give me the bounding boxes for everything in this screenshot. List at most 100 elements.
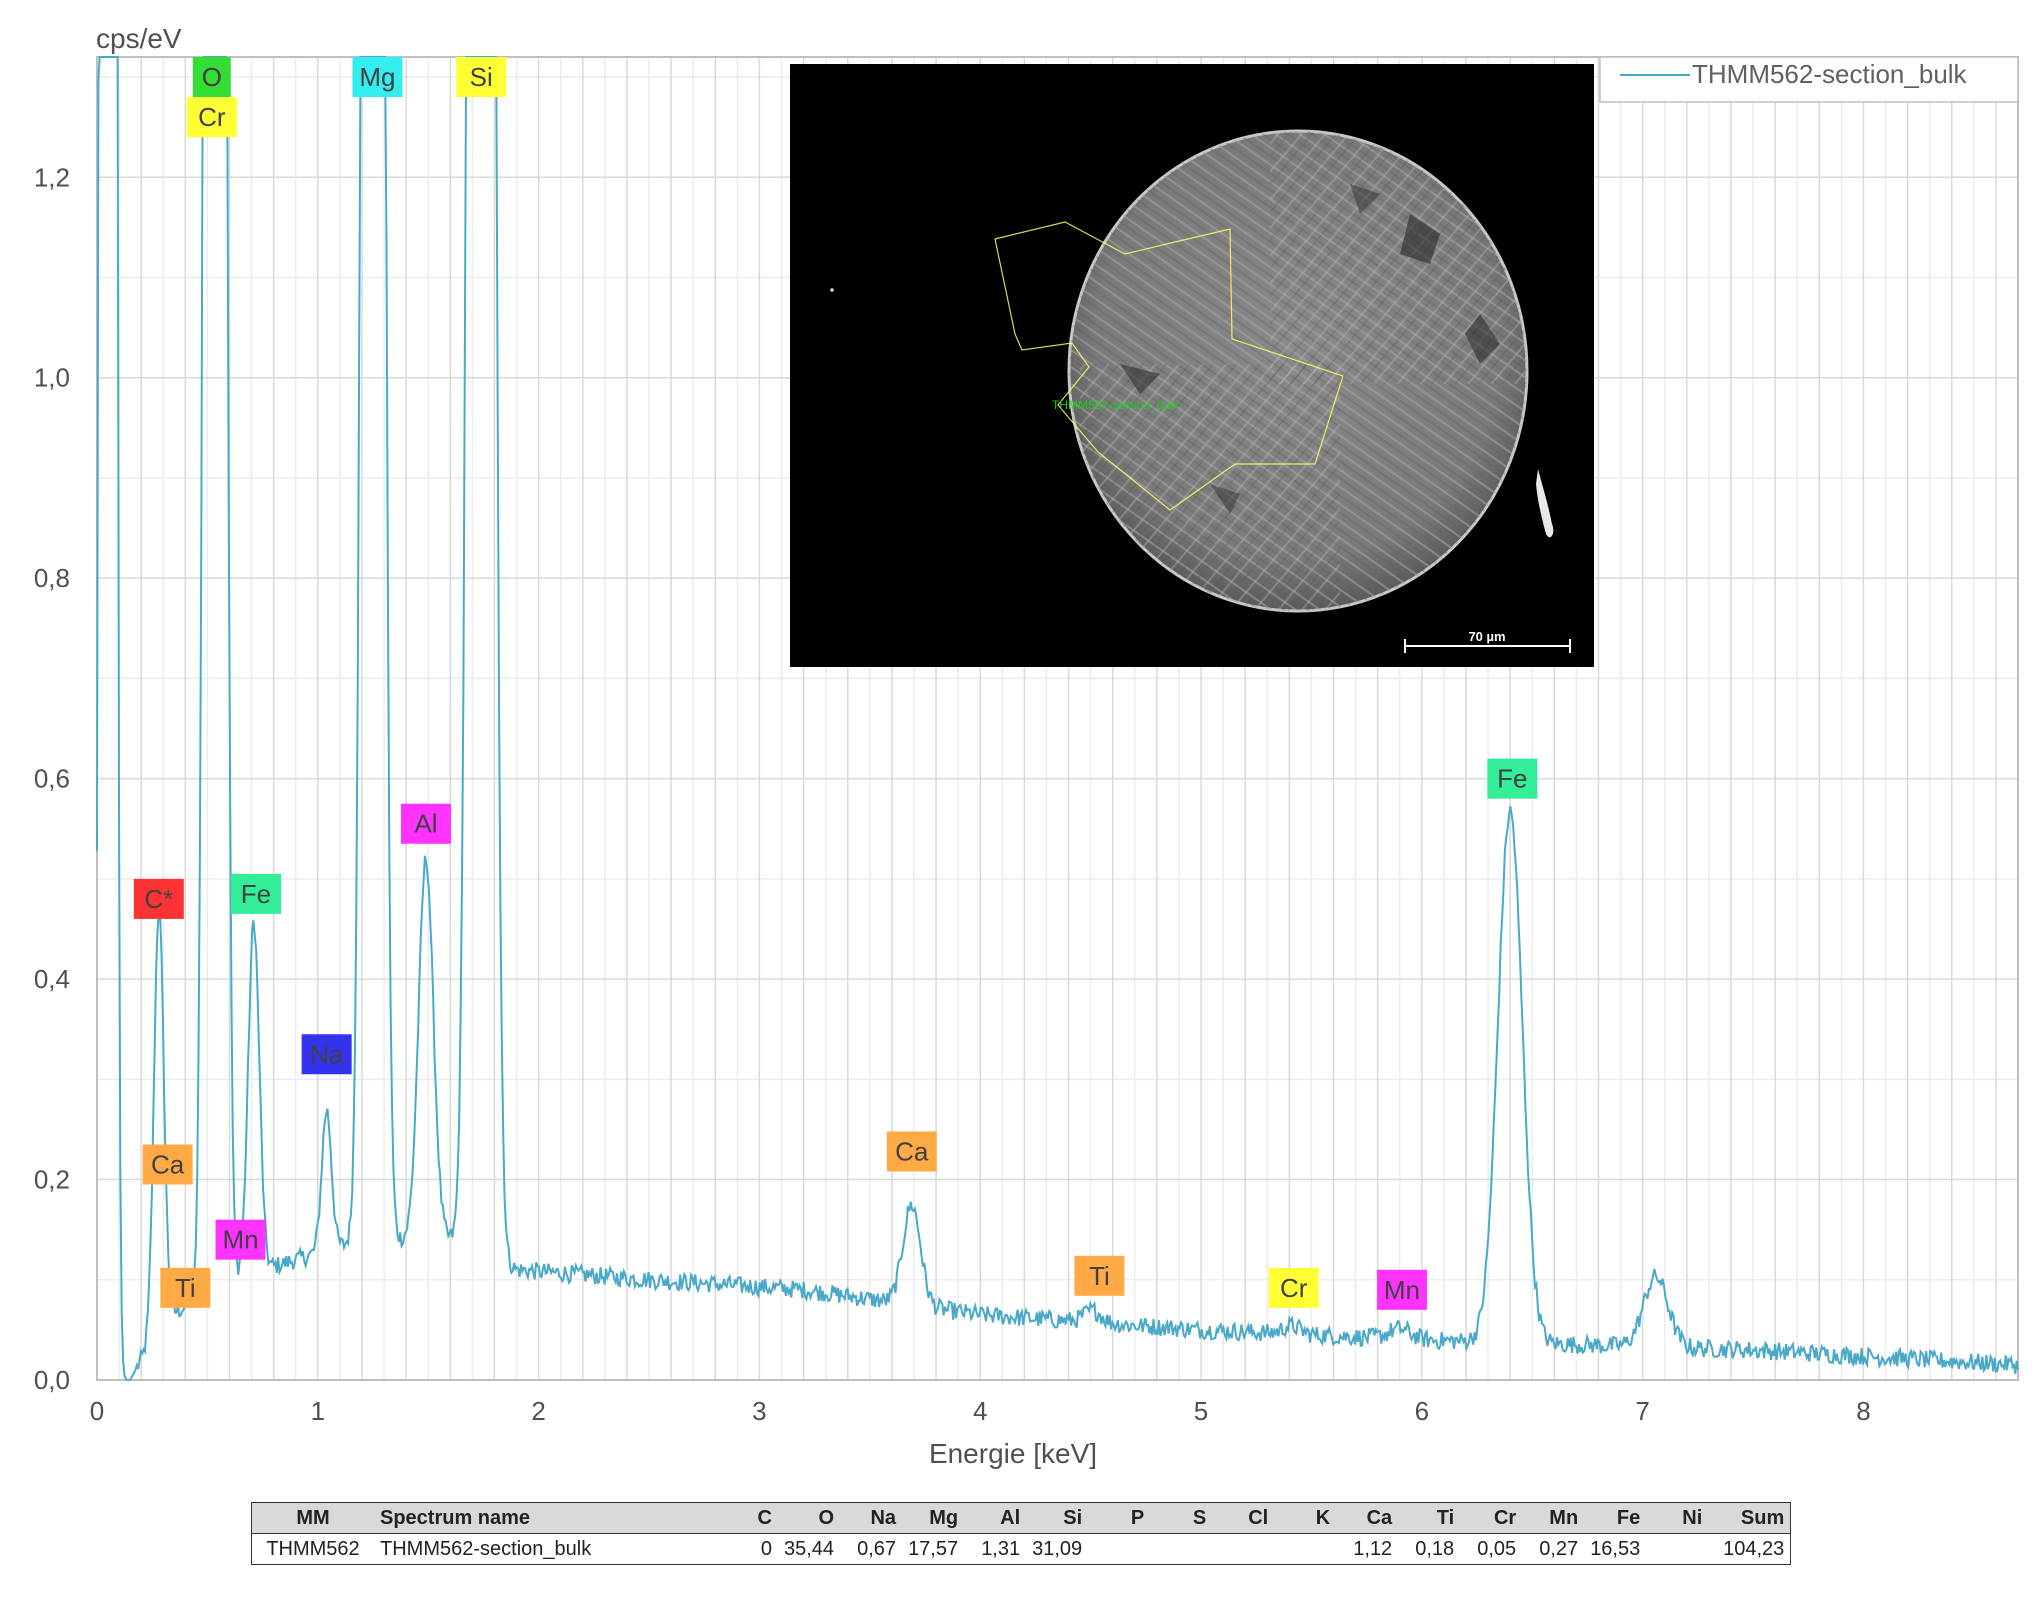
cell-p bbox=[1088, 1533, 1151, 1565]
col-ni: Ni bbox=[1682, 1506, 1703, 1529]
x-tick-label: 6 bbox=[1415, 1396, 1429, 1426]
peak-label-text: Si bbox=[470, 62, 493, 92]
peak-label-ti: Ti bbox=[160, 1267, 211, 1308]
x-tick-label: 8 bbox=[1856, 1396, 1870, 1426]
peak-label-ca: Ca bbox=[142, 1144, 193, 1185]
peak-label-al: Al bbox=[400, 803, 451, 844]
peak-label-fe: Fe bbox=[230, 873, 281, 914]
col-s: S bbox=[1192, 1506, 1207, 1529]
peak-label-box bbox=[1268, 1267, 1319, 1308]
legend: THMM562-section_bulk bbox=[1599, 56, 2019, 103]
peak-label-text: Ca bbox=[151, 1150, 185, 1180]
y-tick-label: 0,2 bbox=[34, 1165, 70, 1195]
cell-cr: 0,05 bbox=[1460, 1533, 1523, 1565]
col-fe: Fe bbox=[1616, 1506, 1641, 1529]
y-axis-ticks: 0,0 0,2 0,4 0,6 0,8 1,0 1,2 bbox=[34, 162, 70, 1395]
region-label: THMM562-section_bulk bbox=[1052, 398, 1180, 412]
peak-label-box bbox=[1487, 758, 1538, 799]
peak-label-text: Mn bbox=[1384, 1275, 1420, 1305]
cell-spectrum-name: THMM562-section_bulk bbox=[374, 1533, 716, 1565]
peak-label-box bbox=[352, 57, 403, 98]
cell-k bbox=[1274, 1533, 1337, 1565]
cell-na: 0,67 bbox=[840, 1533, 903, 1565]
y-tick-label: 0,6 bbox=[34, 764, 70, 794]
peak-label-na: Na bbox=[301, 1034, 352, 1075]
col-al: Al bbox=[1000, 1506, 1021, 1529]
peak-label-text: Cr bbox=[198, 102, 226, 132]
cell-ti: 0,18 bbox=[1398, 1533, 1461, 1565]
cell-mm: THMM562 bbox=[251, 1533, 374, 1565]
dust-speck bbox=[830, 288, 834, 292]
peak-label-box bbox=[192, 57, 231, 98]
peak-label-text: Ti bbox=[175, 1273, 196, 1303]
peak-label-box bbox=[456, 57, 507, 98]
col-p: P bbox=[1130, 1506, 1145, 1529]
peak-label-ca: Ca bbox=[886, 1131, 937, 1172]
peak-label-text: C* bbox=[144, 884, 173, 914]
x-tick-label: 2 bbox=[531, 1396, 545, 1426]
y-tick-label: 0,0 bbox=[34, 1365, 70, 1395]
col-mm: MM bbox=[296, 1506, 330, 1529]
col-na: Na bbox=[870, 1506, 897, 1529]
analysis-region-outline bbox=[994, 221, 1344, 511]
col-k: K bbox=[1315, 1506, 1331, 1529]
peak-label-text: O bbox=[202, 62, 222, 92]
peak-label-mn: Mn bbox=[215, 1219, 266, 1260]
series-line bbox=[96, 56, 2019, 1381]
cell-si: 31,09 bbox=[1026, 1533, 1089, 1565]
cell-ca: 1,12 bbox=[1336, 1533, 1399, 1565]
peak-label-mg: Mg bbox=[352, 57, 403, 98]
x-tick-label: 5 bbox=[1194, 1396, 1208, 1426]
col-sum: Sum bbox=[1740, 1506, 1785, 1529]
peak-label-text: Al bbox=[414, 809, 437, 839]
peak-label-text: Ti bbox=[1089, 1261, 1110, 1291]
peak-label-cr: Cr bbox=[1268, 1267, 1319, 1308]
cell-mn: 0,27 bbox=[1522, 1533, 1585, 1565]
peak-label-o: O bbox=[192, 57, 231, 98]
peak-label-box bbox=[160, 1267, 211, 1308]
bright-particle bbox=[1536, 469, 1554, 538]
sem-image-inset: THMM562-section_bulk 70 µm bbox=[790, 64, 1594, 667]
peak-label-ti: Ti bbox=[1074, 1255, 1125, 1296]
peak-label-cr: Cr bbox=[186, 97, 237, 138]
x-axis-title: Energie [keV] bbox=[929, 1438, 1097, 1469]
cell-sum: 104,23 bbox=[1708, 1533, 1791, 1565]
cell-c: 0 bbox=[716, 1533, 778, 1565]
col-cl: Cl bbox=[1248, 1506, 1269, 1529]
x-axis-ticks: 0 1 2 3 4 5 6 7 8 bbox=[90, 1396, 1871, 1426]
x-tick-label: 4 bbox=[973, 1396, 987, 1426]
peak-label-text: Mn bbox=[222, 1225, 258, 1255]
cell-mg: 17,57 bbox=[902, 1533, 965, 1565]
col-mg: Mg bbox=[929, 1506, 959, 1529]
scale-bar-label: 70 µm bbox=[1468, 629, 1505, 644]
col-o: O bbox=[818, 1506, 835, 1529]
peak-label-text: Cr bbox=[1280, 1273, 1308, 1303]
col-cr: Cr bbox=[1493, 1506, 1517, 1529]
col-mn: Mn bbox=[1549, 1506, 1579, 1529]
peak-label-box bbox=[301, 1034, 352, 1075]
cell-fe: 16,53 bbox=[1584, 1533, 1647, 1565]
x-tick-label: 3 bbox=[752, 1396, 766, 1426]
table-row: THMM562 THMM562-section_bulk 0 35,44 0,6… bbox=[251, 1533, 1791, 1565]
peak-label-box bbox=[886, 1131, 937, 1172]
legend-box bbox=[1599, 56, 2019, 103]
peak-label-box bbox=[215, 1219, 266, 1260]
peak-label-cstar: C* bbox=[133, 878, 184, 919]
legend-label: THMM562-section_bulk bbox=[1692, 59, 1968, 89]
peak-label-box bbox=[186, 97, 237, 138]
cell-ni bbox=[1646, 1533, 1709, 1565]
y-axis-title: cps/eV bbox=[96, 23, 182, 54]
y-tick-label: 0,8 bbox=[34, 563, 70, 593]
x-tick-label: 0 bbox=[90, 1396, 104, 1426]
peak-label-fe: Fe bbox=[1487, 758, 1538, 799]
peak-label-box bbox=[400, 803, 451, 844]
peak-label-box bbox=[1074, 1255, 1125, 1296]
peak-labels: O Cr Mg Si C* Fe Al Na Ca Mn Ti Ca Ti Cr Mn Fe bbox=[133, 57, 1538, 1310]
col-ti: Ti bbox=[1436, 1506, 1455, 1529]
peak-label-box bbox=[230, 873, 281, 914]
peak-label-box bbox=[1376, 1269, 1427, 1310]
cell-s bbox=[1150, 1533, 1213, 1565]
cell-o: 35,44 bbox=[778, 1533, 841, 1565]
x-tick-label: 1 bbox=[311, 1396, 325, 1426]
peak-label-text: Ca bbox=[895, 1136, 929, 1166]
